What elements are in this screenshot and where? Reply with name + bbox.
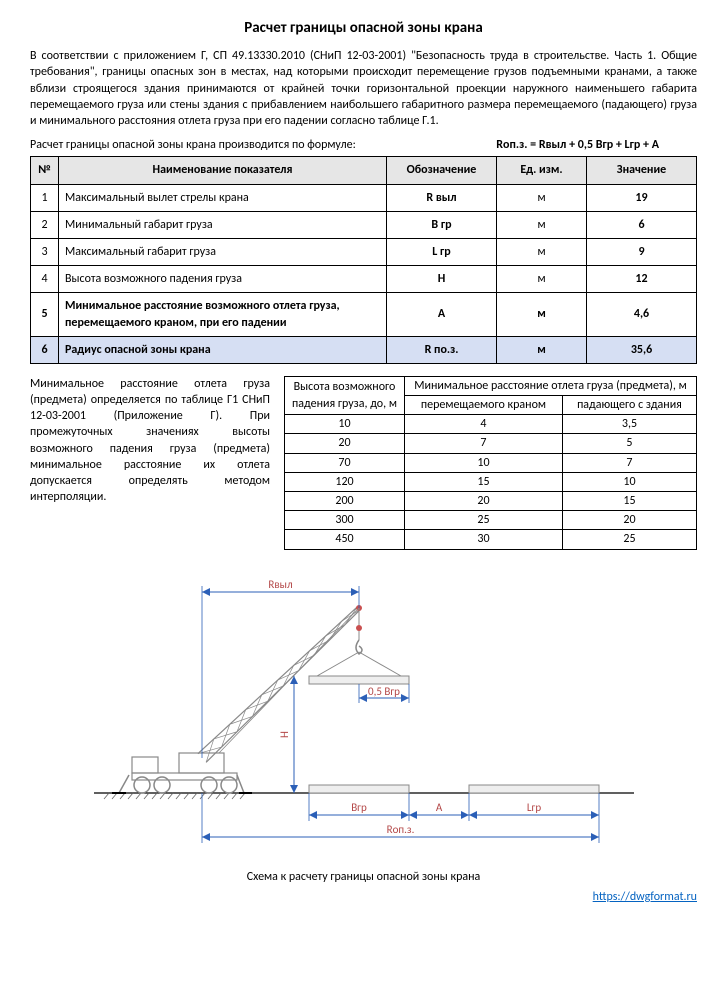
svg-text:A: A xyxy=(435,801,442,814)
cell-unit: м xyxy=(497,211,587,238)
cell-unit: м xyxy=(497,336,587,363)
table-row: 2075 xyxy=(285,434,697,453)
th-num: № xyxy=(31,157,59,184)
cell: 4 xyxy=(405,415,563,434)
svg-text:0,5 Bгр: 0,5 Bгр xyxy=(368,685,400,698)
cell: 25 xyxy=(562,530,696,549)
table-row: 3002520 xyxy=(285,511,697,530)
table-row: 4Высота возможного падения грузаHм12 xyxy=(31,266,697,293)
cell: 20 xyxy=(405,492,563,511)
cell: 450 xyxy=(285,530,405,549)
cell-name: Максимальный вылет стрелы крана xyxy=(59,184,387,211)
cell-unit: м xyxy=(497,266,587,293)
cell: 10 xyxy=(562,472,696,491)
mid-section: Минимальное расстояние отлета груза (пре… xyxy=(30,376,697,550)
footer-url[interactable]: https://dwgformat.ru xyxy=(593,890,697,904)
svg-text:Rоп.з.: Rоп.з. xyxy=(386,823,414,836)
table-row: 4503025 xyxy=(285,530,697,549)
cell-name: Минимальный габарит груза xyxy=(59,211,387,238)
ref-th-bldg: падающего с здания xyxy=(562,396,696,415)
footer-link: https://dwgformat.ru xyxy=(30,889,697,905)
cell-num: 3 xyxy=(31,238,59,265)
cell-num: 1 xyxy=(31,184,59,211)
th-name: Наименование показателя xyxy=(59,157,387,184)
cell: 20 xyxy=(285,434,405,453)
cell-num: 6 xyxy=(31,336,59,363)
table-row: 6Радиус опасной зоны кранаR по.з.м35,6 xyxy=(31,336,697,363)
ref-th-crane: перемещаемого краном xyxy=(405,396,563,415)
cell-num: 2 xyxy=(31,211,59,238)
ref-th-height: Высота возможного падения груза, до, м xyxy=(285,376,405,414)
cell-sym: R по.з. xyxy=(387,336,497,363)
cell: 15 xyxy=(405,472,563,491)
cell: 30 xyxy=(405,530,563,549)
cell: 70 xyxy=(285,453,405,472)
table-row: 1201510 xyxy=(285,472,697,491)
main-table-header-row: № Наименование показателя Обозначение Ед… xyxy=(31,157,697,184)
cell: 10 xyxy=(405,453,563,472)
formula-row: Расчет границы опасной зоны крана произв… xyxy=(30,137,697,153)
table-row: 1043,5 xyxy=(285,415,697,434)
cell: 20 xyxy=(562,511,696,530)
cell-val: 4,6 xyxy=(587,293,697,336)
ref-table: Высота возможного падения груза, до, м М… xyxy=(284,376,697,550)
cell: 10 xyxy=(285,415,405,434)
cell: 7 xyxy=(562,453,696,472)
cell-unit: м xyxy=(497,238,587,265)
th-unit: Ед. изм. xyxy=(497,157,587,184)
svg-text:Lгр: Lгр xyxy=(526,801,540,814)
cell: 5 xyxy=(562,434,696,453)
cell-name: Максимальный габарит груза xyxy=(59,238,387,265)
svg-text:Bгр: Bгр xyxy=(351,801,367,814)
cell-name: Высота возможного падения груза xyxy=(59,266,387,293)
cell: 7 xyxy=(405,434,563,453)
cell-num: 5 xyxy=(31,293,59,336)
intro-paragraph: В соответствии с приложением Г, СП 49.13… xyxy=(30,48,697,129)
formula: Rоп.з. = Rвыл + 0,5 Bгр + Lгр + A xyxy=(496,137,697,153)
cell-val: 6 xyxy=(587,211,697,238)
table-row: 2002015 xyxy=(285,492,697,511)
cell-name: Минимальное расстояние возможного отлета… xyxy=(59,293,387,336)
table-row: 5Минимальное расстояние возможного отлет… xyxy=(31,293,697,336)
diagram: 0,5 Bгр H Rвыл Bгр A Lгр Rоп.з. xyxy=(30,568,697,863)
main-table: № Наименование показателя Обозначение Ед… xyxy=(30,156,697,364)
cell: 300 xyxy=(285,511,405,530)
cell: 200 xyxy=(285,492,405,511)
ref-th-dist: Минимальное расстояние отлета груза (пре… xyxy=(405,376,697,395)
diagram-caption: Схема к расчету границы опасной зоны кра… xyxy=(30,869,697,885)
page-title: Расчет границы опасной зоны крана xyxy=(30,18,697,38)
cell-sym: B гр xyxy=(387,211,497,238)
cell: 120 xyxy=(285,472,405,491)
cell: 25 xyxy=(405,511,563,530)
th-sym: Обозначение xyxy=(387,157,497,184)
cell-name: Радиус опасной зоны крана xyxy=(59,336,387,363)
cell-sym: A xyxy=(387,293,497,336)
cell-val: 35,6 xyxy=(587,336,697,363)
table-row: 1Максимальный вылет стрелы кранаR вылм19 xyxy=(31,184,697,211)
cell: 3,5 xyxy=(562,415,696,434)
cell-sym: L гр xyxy=(387,238,497,265)
table-row: 70107 xyxy=(285,453,697,472)
cell-num: 4 xyxy=(31,266,59,293)
table-row: 2Минимальный габарит грузаB грм6 xyxy=(31,211,697,238)
svg-text:Rвыл: Rвыл xyxy=(268,578,292,591)
cell: 15 xyxy=(562,492,696,511)
cell-val: 12 xyxy=(587,266,697,293)
svg-text:H: H xyxy=(278,730,291,737)
cell-sym: H xyxy=(387,266,497,293)
table-row: 3Максимальный габарит грузаL грм9 xyxy=(31,238,697,265)
mid-text: Минимальное расстояние отлета груза (пре… xyxy=(30,376,270,550)
cell-sym: R выл xyxy=(387,184,497,211)
cell-unit: м xyxy=(497,293,587,336)
cell-val: 9 xyxy=(587,238,697,265)
th-val: Значение xyxy=(587,157,697,184)
cell-val: 19 xyxy=(587,184,697,211)
cell-unit: м xyxy=(497,184,587,211)
formula-text: Расчет границы опасной зоны крана произв… xyxy=(30,137,356,153)
